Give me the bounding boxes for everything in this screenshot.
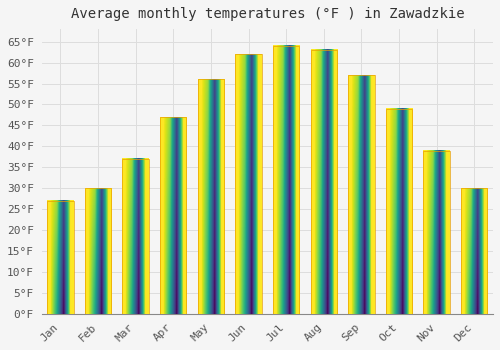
Bar [47,201,74,314]
Title: Average monthly temperatures (°F ) in Zawadzkie: Average monthly temperatures (°F ) in Za… [70,7,464,21]
Bar [273,46,299,314]
Bar [461,188,487,314]
Bar [348,75,374,314]
Bar [160,117,186,314]
Bar [424,150,450,314]
Bar [236,54,262,314]
Bar [122,159,149,314]
Bar [85,188,111,314]
Bar [310,50,337,314]
Bar [198,79,224,314]
Bar [386,109,412,314]
